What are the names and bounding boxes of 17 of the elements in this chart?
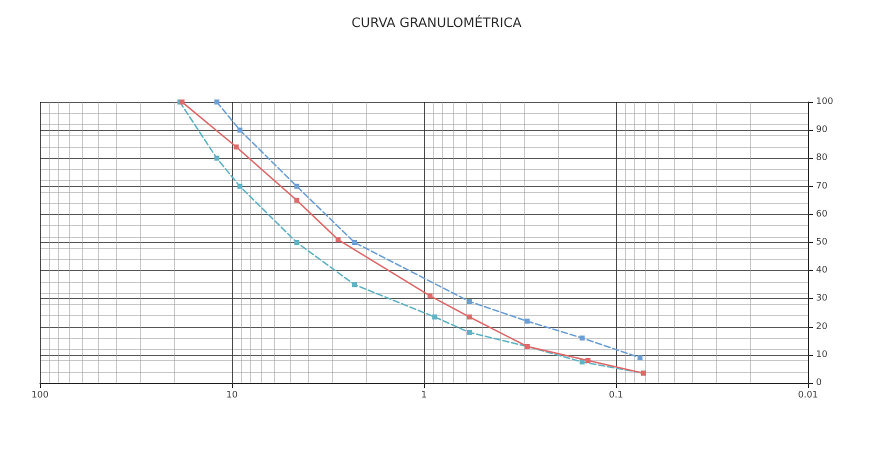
y-tick-label: 10 [816, 350, 828, 360]
x-tick-label: 0.1 [608, 390, 624, 400]
y-tick-label: 80 [816, 153, 828, 164]
y-tick-label: 40 [816, 266, 828, 276]
y-tick-label: 30 [816, 294, 828, 304]
y-tick-label: 50 [816, 238, 828, 248]
y-tick-label: 60 [816, 209, 828, 220]
x-tick-label: 10 [226, 390, 238, 400]
y-tick-label: 100 [816, 97, 834, 107]
y-tick-label: 0 [816, 378, 822, 388]
y-tick-label: 70 [816, 181, 828, 192]
chart-title: CURVA GRANULOMÉTRICA [352, 14, 522, 31]
x-tick-label: 1 [421, 390, 427, 400]
y-tick-label: 20 [816, 322, 828, 332]
y-tick-label: 90 [816, 125, 828, 136]
x-tick-label: 100 [31, 390, 49, 400]
x-tick-label: 0.01 [798, 390, 818, 400]
